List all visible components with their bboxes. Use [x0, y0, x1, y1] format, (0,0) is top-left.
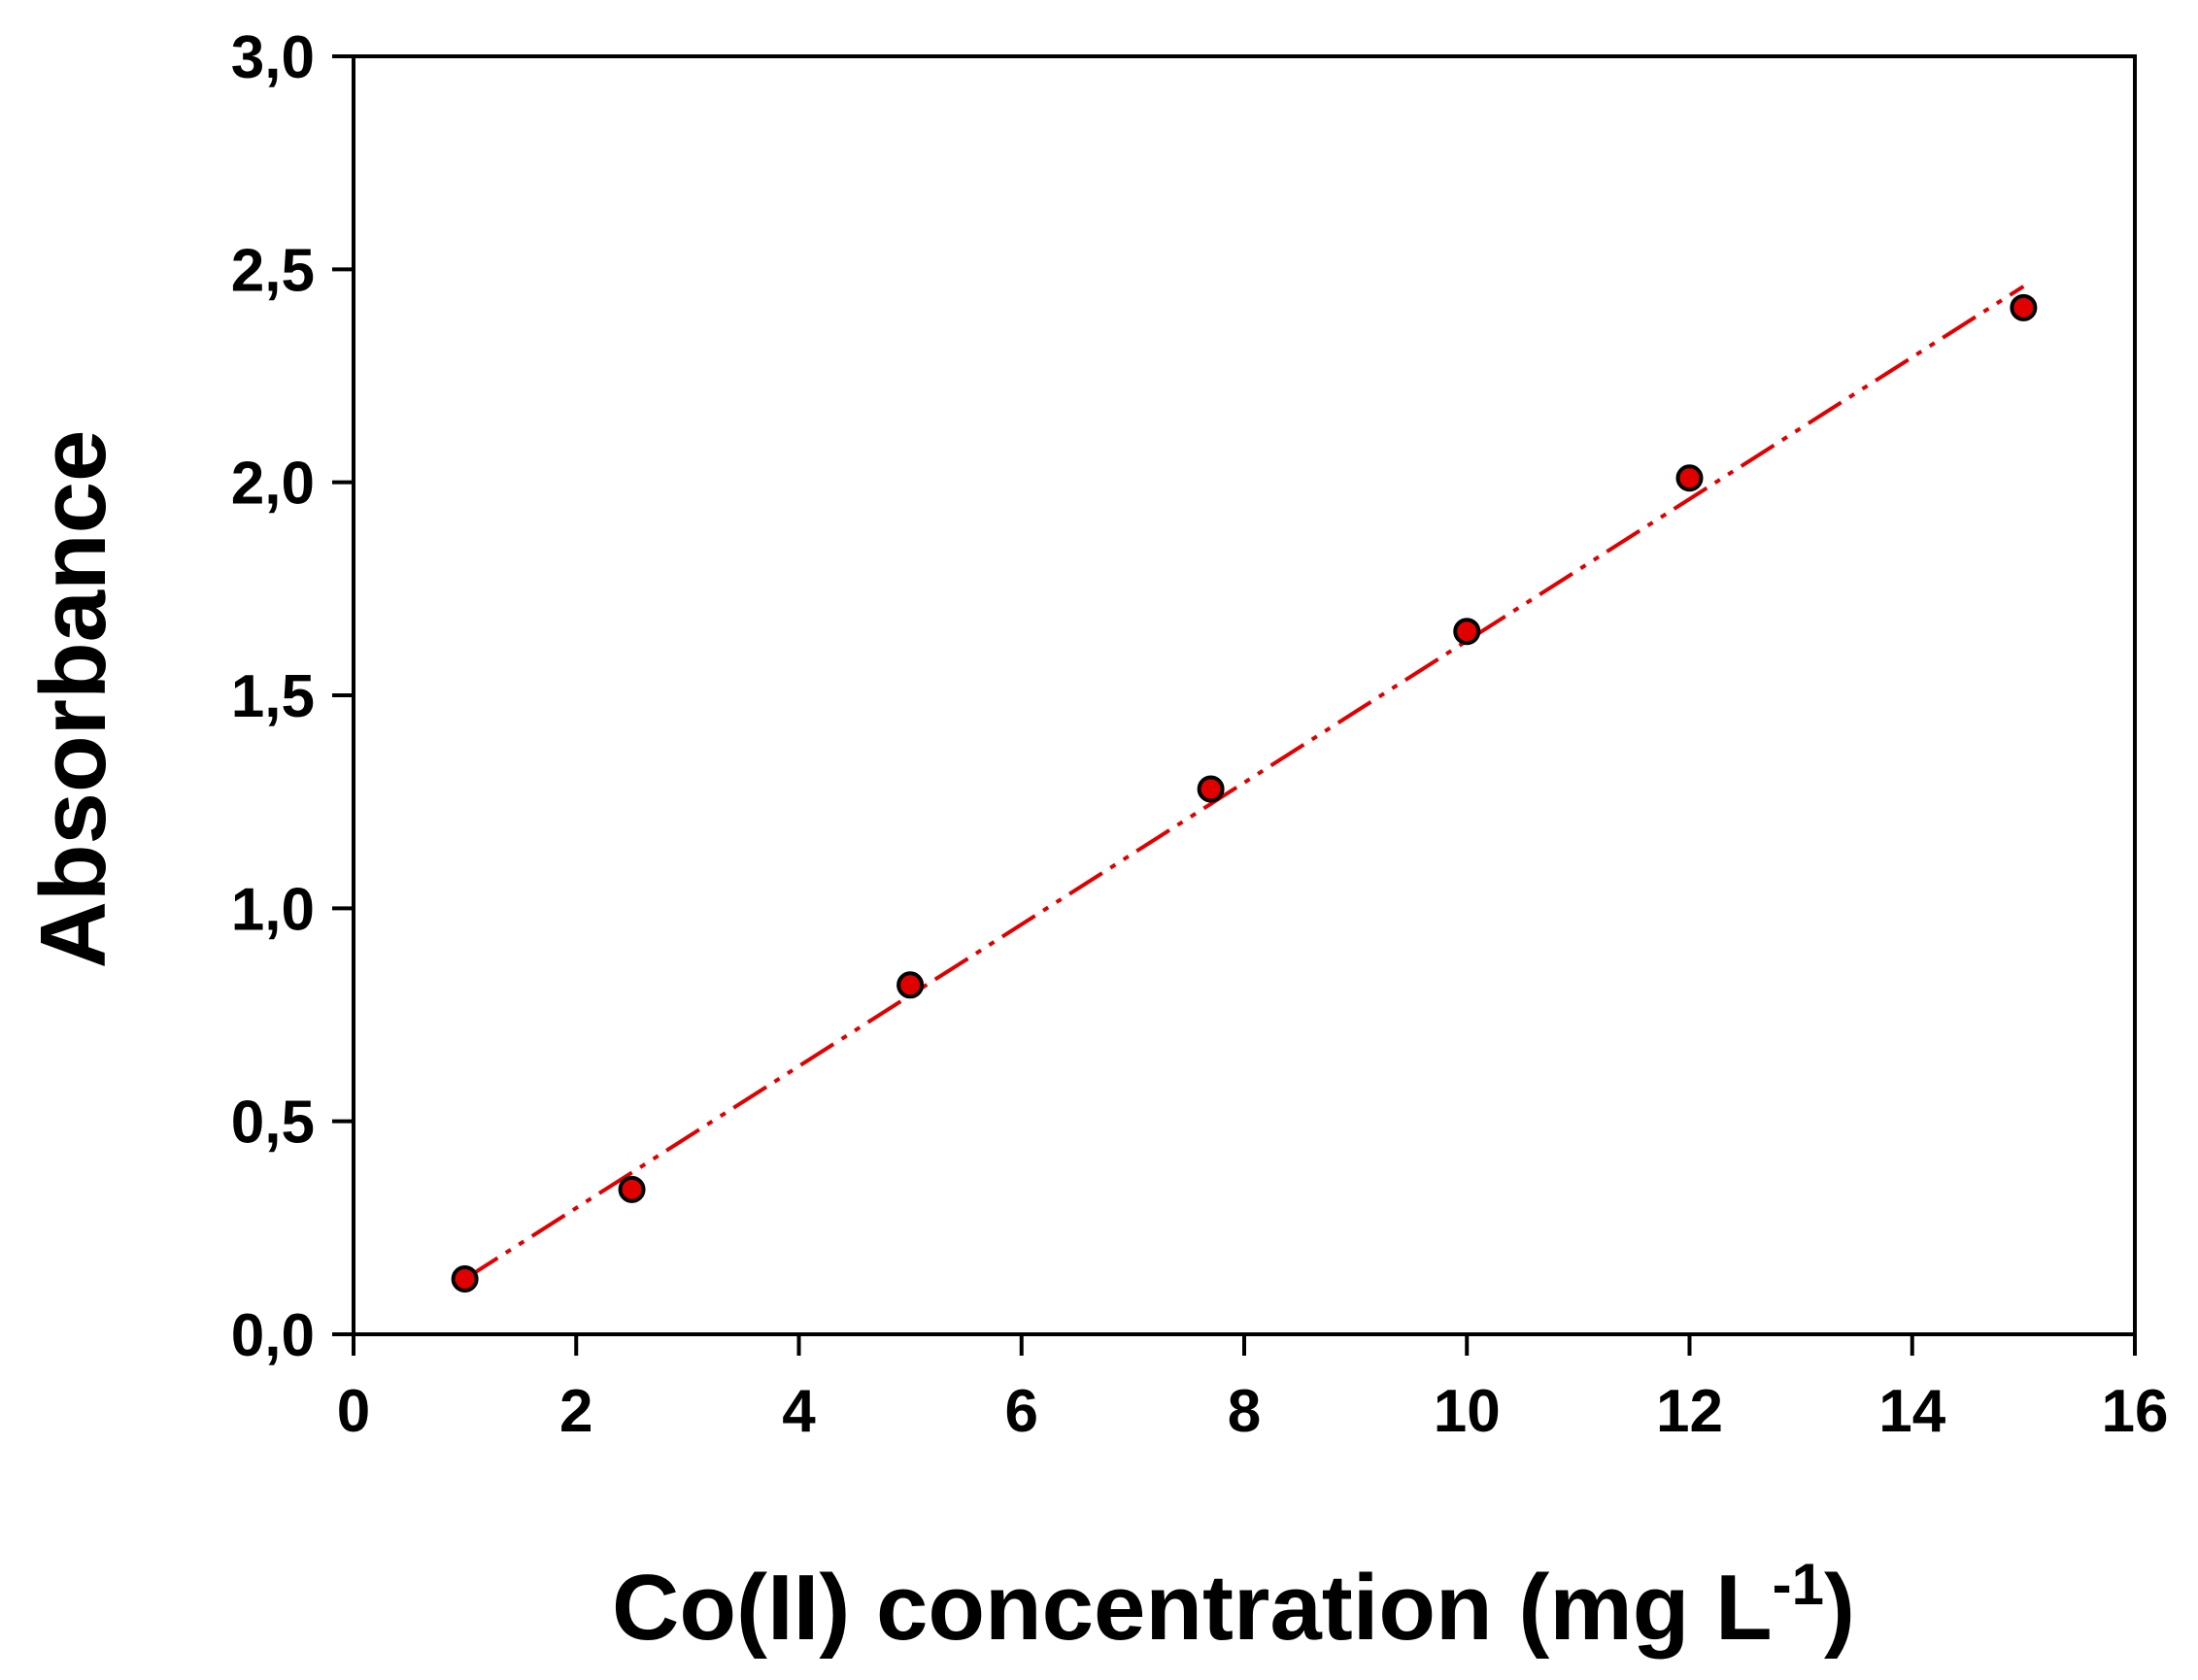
x-axis-title-suffix: ): [1824, 1556, 1855, 1660]
x-tick-label: 4: [782, 1378, 816, 1445]
x-axis-title: Co(II) concentration (mg L-1): [612, 1552, 1855, 1660]
x-tick-label: 0: [337, 1378, 370, 1445]
x-axis-title-main: Co(II) concentration (mg L: [612, 1556, 1773, 1660]
data-point: [1675, 464, 1704, 492]
y-tick-label: 2,5: [231, 237, 315, 304]
x-axis-title-superscript: -1: [1773, 1552, 1824, 1617]
x-tick-label: 16: [2102, 1378, 2169, 1445]
data-point: [2010, 293, 2038, 321]
y-axis: 0,0 0,5 1,0 1,5 2,0 2,5 3,0: [231, 24, 354, 1369]
y-tick-label: 0,0: [231, 1302, 315, 1369]
x-axis: 0 2 4 6 8 10 12 14 16: [337, 1334, 2169, 1445]
data-point: [451, 1264, 479, 1293]
y-axis-title: Absorbance: [21, 430, 125, 969]
x-tick-label: 2: [559, 1378, 592, 1445]
data-point: [1197, 775, 1225, 803]
plot-area-border: [352, 54, 2137, 1336]
x-tick-label: 6: [1005, 1378, 1038, 1445]
plot-frame: [352, 54, 2137, 1336]
fit-line: [463, 285, 2025, 1281]
fit-line-layer: [463, 285, 2025, 1281]
y-tick-label: 1,0: [231, 876, 315, 943]
y-tick-label: 0,5: [231, 1090, 315, 1157]
data-point: [618, 1175, 646, 1203]
x-tick-label: 14: [1878, 1378, 1945, 1445]
data-point: [1453, 618, 1481, 646]
x-tick-label: 12: [1656, 1378, 1723, 1445]
data-points-layer: [451, 293, 2038, 1293]
data-point: [896, 971, 925, 999]
y-tick-label: 1,5: [231, 663, 315, 730]
y-tick-label: 2,0: [231, 451, 315, 518]
x-tick-label: 10: [1434, 1378, 1501, 1445]
x-tick-label: 8: [1228, 1378, 1261, 1445]
y-tick-label: 3,0: [231, 24, 315, 91]
